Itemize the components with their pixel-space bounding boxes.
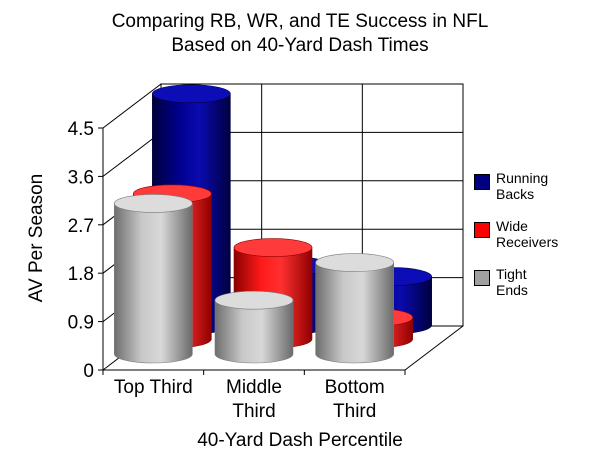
x-axis-label: 40-Yard Dash Percentile xyxy=(197,430,403,451)
x-tick-label: Third xyxy=(333,401,376,422)
y-tick-label: 1.8 xyxy=(68,264,94,285)
bar-cylinder-top xyxy=(214,290,294,310)
legend-swatch xyxy=(474,222,490,238)
y-tick-label: 3.6 xyxy=(68,167,94,188)
bar-cylinder-body xyxy=(315,262,394,364)
legend-swatch xyxy=(474,174,490,190)
floor-right-edge xyxy=(404,325,464,371)
legend-label: Wide Receivers xyxy=(496,218,586,250)
bar-cylinder-top xyxy=(152,84,231,104)
bar-cylinder-top xyxy=(114,194,193,213)
y-tick-label: 4.5 xyxy=(68,119,94,140)
axis-labels: 0 0.9 1.8 2.7 3.6 4.5 Top Third Middle Third Bott… xyxy=(68,119,406,422)
legend-label: Tight Ends xyxy=(496,266,586,298)
grid-side-diagonal xyxy=(102,132,162,177)
bars xyxy=(114,84,432,364)
legend-swatch xyxy=(474,270,490,286)
bar-cylinder-top xyxy=(315,253,394,272)
legend-label-line: Tight xyxy=(496,266,527,282)
x-tick-label: Middle xyxy=(226,377,282,398)
legend-label: Running Backs xyxy=(496,170,586,202)
x-tick-label: Third xyxy=(232,401,275,422)
legend-label-line: Running xyxy=(496,170,549,186)
legend-label-line: Wide xyxy=(496,218,528,234)
chart-title-line-1: Comparing RB, WR, and TE Success in NFL xyxy=(111,11,489,32)
x-tick-label: Bottom xyxy=(325,377,385,398)
chart-title-line-2: Based on 40-Yard Dash Times xyxy=(171,35,429,56)
y-axis-label-wrap: AV Per Season xyxy=(6,174,68,303)
y-tick-label: 0 xyxy=(83,361,94,382)
bar-cylinder-body xyxy=(214,299,294,364)
x-tick-label: Top Third xyxy=(114,377,193,398)
bar-cylinder-body xyxy=(114,203,193,364)
legend-label-line: Receivers xyxy=(496,234,559,250)
grid-side-diagonal xyxy=(102,83,162,129)
y-tick-label: 0.9 xyxy=(68,313,94,334)
legend-label-line: Backs xyxy=(496,186,535,202)
legend-label-line: Ends xyxy=(496,282,528,298)
bar-cylinder-top xyxy=(233,238,313,257)
y-axis-label: AV Per Season xyxy=(26,173,47,303)
y-tick-label: 2.7 xyxy=(68,216,94,237)
